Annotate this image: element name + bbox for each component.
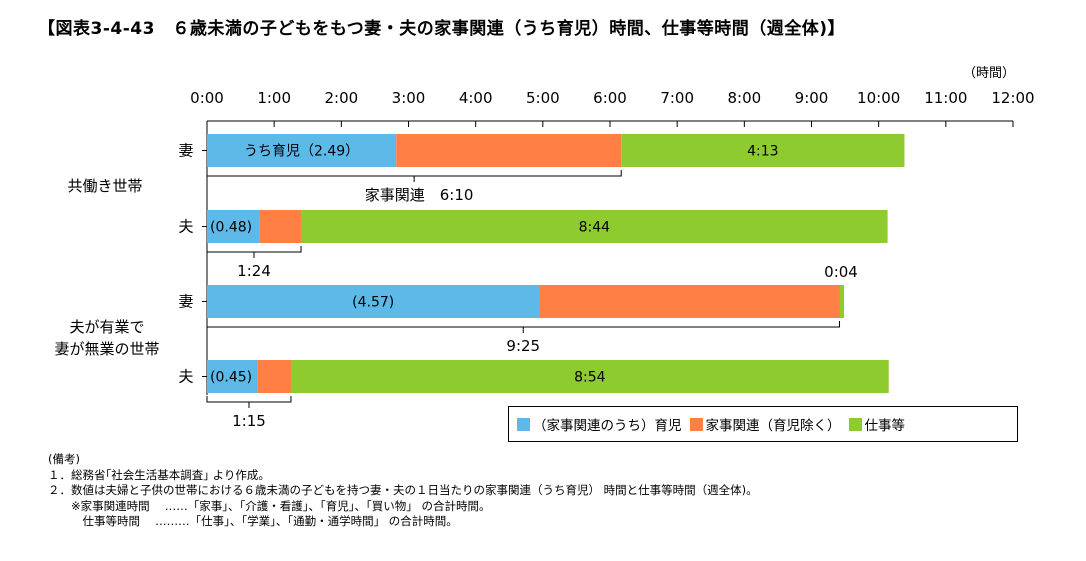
bracket [206, 246, 302, 258]
note-line: 仕事等時間 ………「仕事」、「学業」、「通勤・通学時間」 の合計時間。 [48, 514, 458, 528]
legend-item: （家事関連のうち）育児 [517, 414, 682, 434]
group-label: 共働き世帯 [67, 177, 142, 195]
bar-segment [839, 285, 845, 318]
data-label: (4.57) [352, 295, 394, 311]
legend-swatch [848, 417, 862, 431]
legend-item: 家事関連（育児除く） [689, 414, 841, 434]
row-label: 妻 [178, 293, 193, 311]
note-line: １．総務省｢社会生活基本調査｣ より作成。 [48, 467, 270, 482]
x-tick-label: 9:00 [795, 89, 829, 107]
x-tick-label: 1:00 [257, 89, 291, 107]
group-label: 妻が無業の世帯 [54, 340, 159, 358]
x-tick-label: 6:00 [593, 89, 627, 107]
legend-item: 仕事等 [848, 414, 906, 434]
legend-label: （家事関連のうち）育児 [533, 418, 682, 434]
row-label: 夫 [178, 218, 193, 236]
bar-segment [207, 285, 540, 318]
bar-segment [257, 360, 291, 393]
data-label: (0.45) [210, 370, 252, 386]
bar-segment [621, 134, 905, 167]
bar-segment [207, 360, 258, 393]
data-label: (0.48) [210, 220, 252, 236]
chart-title: 【図表3-4-43 ６歳未満の子どもをもつ妻・夫の家事関連（うち育児）時間、仕事… [38, 19, 846, 39]
row-label: 妻 [178, 142, 193, 160]
legend-swatch [517, 417, 530, 431]
legend-swatch [689, 417, 703, 431]
group-label: 夫が有業で [69, 318, 144, 336]
note-line: ２．数値は夫婦と子供の世帯における６歳未満の子どもを持つ妻・夫の１日当たりの家事… [48, 483, 758, 497]
data-label: 8:54 [574, 370, 606, 386]
x-tick-label: 12:00 [991, 89, 1034, 107]
row-label: 夫 [178, 368, 193, 386]
bar-segment [207, 210, 260, 243]
bar-chart: 0:00 1:00 2:00 3:00 4:00 5:00 6:00 7:00 8:00 9:00… [54, 66, 1034, 430]
x-tick-label: 4:00 [459, 89, 493, 107]
x-tick-label: 0:00 [190, 89, 224, 107]
bar-segment [396, 134, 622, 167]
note-line: (備考) [48, 452, 80, 466]
data-label: 4:13 [747, 144, 778, 160]
bracket-label: 9:25 [506, 337, 540, 355]
bar-segment [539, 285, 840, 318]
notes: (備考) １．総務省｢社会生活基本調査｣ より作成。 ２．数値は夫婦と子供の世帯… [48, 452, 758, 530]
bar-segment [207, 134, 397, 167]
x-tick-label: 2:00 [324, 89, 358, 107]
bracket [206, 321, 841, 333]
axis-unit-label: （時間） [963, 66, 1015, 81]
legend: （家事関連のうち）育児 家事関連（育児除く） 仕事等 [508, 406, 1018, 442]
bar-segment [301, 210, 888, 243]
data-label: 0:04 [824, 263, 858, 281]
bracket [206, 396, 292, 408]
data-label: 8:44 [579, 220, 611, 236]
legend-label: 仕事等 [864, 418, 906, 434]
x-tick-label: 11:00 [924, 89, 967, 107]
note-line: ※家事関連時間 ……「家事」、「介護・看護」、「育児」、「買い物」 の合計時間。 [48, 498, 491, 513]
bar-segment [290, 360, 889, 393]
bar-segment [259, 210, 302, 243]
bracket-label: 家事関連 6:10 [365, 186, 474, 204]
x-tick-label: 8:00 [727, 89, 761, 107]
x-tick-label: 3:00 [392, 89, 426, 107]
x-tick-label: 10:00 [857, 89, 900, 107]
bracket [206, 170, 622, 182]
data-label: うち育児（2.49） [244, 144, 359, 160]
x-tick-label: 7:00 [660, 89, 694, 107]
bracket-label: 1:15 [232, 412, 266, 430]
legend-label: 家事関連（育児除く） [705, 418, 841, 434]
bracket-label: 1:24 [237, 262, 271, 280]
x-tick-label: 5:00 [526, 89, 560, 107]
